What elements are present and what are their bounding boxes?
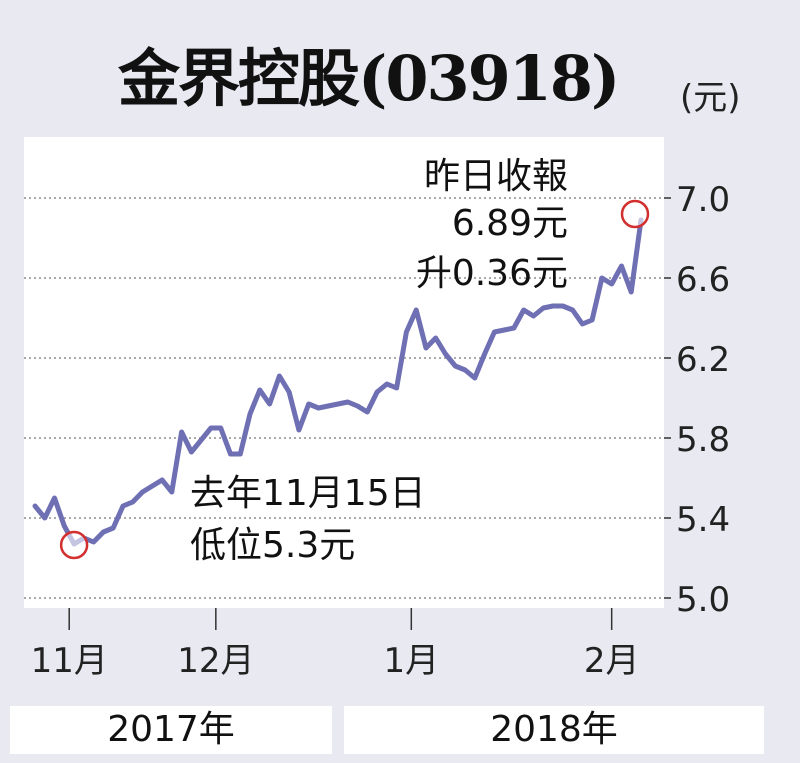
axis-layer: 5.0 5.4 5.8 6.2 6.6 7.0 11月 12月 1月 2月: [31, 180, 731, 681]
latest-annotation-line: 昨日收報: [424, 156, 568, 197]
plot-area: [24, 137, 664, 608]
x-tick-label: 2月: [584, 641, 640, 681]
y-tick-label: 6.2: [676, 340, 730, 380]
x-tick-label: 11月: [31, 641, 108, 681]
chart-title: 金界控股(03918): [118, 42, 620, 115]
y-tick-label: 5.8: [676, 420, 730, 460]
low-point-marker: [59, 530, 89, 560]
y-tick-label: 7.0: [676, 180, 730, 220]
latest-point-marker: [620, 199, 650, 229]
price-series-line: [32, 217, 644, 547]
x-tick-label: 12月: [177, 641, 254, 681]
y-unit-label: (元): [680, 78, 741, 118]
latest-annotation-line: 6.89元: [452, 203, 568, 244]
y-tick-label: 5.4: [676, 500, 730, 540]
grid-layer: [24, 197, 664, 599]
low-annotation-line: 低位5.3元: [190, 525, 355, 566]
marker-layer: [59, 199, 650, 560]
y-tick-label: 5.0: [676, 580, 730, 620]
x-tick-label: 1月: [383, 641, 439, 681]
year-label-2018: 2018年: [344, 706, 764, 754]
y-tick-label: 6.6: [676, 260, 730, 300]
year-label-2017: 2017年: [10, 706, 332, 754]
low-annotation-line: 去年11月15日: [190, 473, 426, 514]
line-layer: [32, 217, 644, 547]
latest-annotation-line: 升0.36元: [416, 253, 568, 294]
